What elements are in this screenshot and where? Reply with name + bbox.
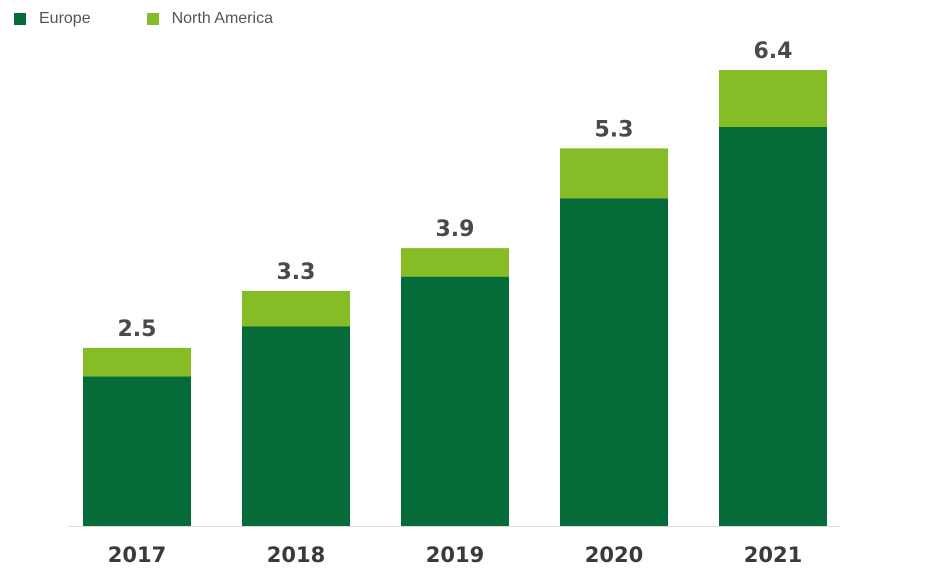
bar-europe-2021[interactable] [719,127,827,526]
total-label-2021: 6.4 [754,39,793,64]
total-label-2019: 3.9 [436,217,475,242]
legend-item-north-america[interactable]: North America [146,10,273,28]
total-label-2020: 5.3 [595,117,634,142]
bar-north-america-2017[interactable] [83,347,191,377]
bar-north-america-2018[interactable] [242,290,350,327]
bar-europe-2018[interactable] [242,326,350,527]
total-label-2018: 3.3 [277,260,316,285]
x-tick-label-2017: 2017 [108,543,166,567]
bar-north-america-2019[interactable] [401,248,509,277]
labels-group: 2.5 2017 3.3 2018 3.9 2019 5.3 2020 6.4 2021 [108,39,802,567]
total-label-2017: 2.5 [118,317,157,342]
legend-swatch-europe [14,13,26,25]
x-tick-label-2021: 2021 [744,543,802,567]
legend-label-europe: Europe [39,10,91,27]
bars-group [83,70,827,526]
x-tick-label-2018: 2018 [267,543,325,567]
legend: Europe North America [14,10,273,28]
bar-europe-2020[interactable] [560,198,668,526]
legend-swatch-north-america [146,13,159,25]
x-tick-label-2019: 2019 [426,543,484,567]
bar-europe-2017[interactable] [83,376,191,526]
bar-north-america-2020[interactable] [560,148,668,199]
bar-north-america-2021[interactable] [719,70,827,127]
x-tick-label-2020: 2020 [585,543,643,567]
bar-europe-2019[interactable] [401,276,509,526]
legend-item-europe[interactable]: Europe [14,10,91,28]
legend-label-north-america: North America [171,10,273,27]
